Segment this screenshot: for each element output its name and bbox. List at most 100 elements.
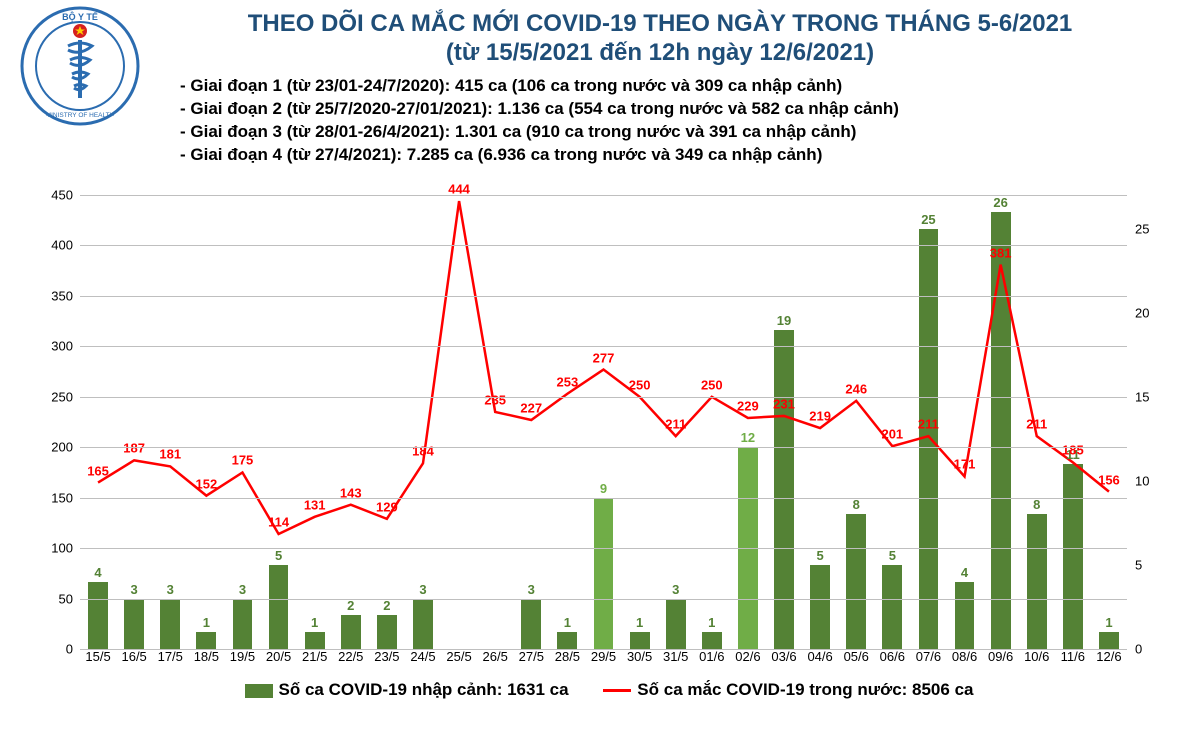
line-value-label: 246 (845, 381, 867, 396)
y-axis-left: 050100150200250300350400450 (45, 195, 77, 649)
line-value-label: 175 (232, 453, 254, 468)
bar-value-label: 1 (203, 615, 210, 630)
line-value-label: 131 (304, 497, 326, 512)
line-value-label: 201 (881, 427, 903, 442)
x-tick: 06/6 (873, 649, 911, 664)
bar-value-label: 3 (131, 582, 138, 597)
bar-value-label: 1 (708, 615, 715, 630)
line-value-label: 211 (1026, 417, 1047, 432)
x-tick: 15/5 (79, 649, 117, 664)
x-tick: 20/5 (260, 649, 298, 664)
x-tick: 22/5 (332, 649, 370, 664)
bar-value-label: 3 (167, 582, 174, 597)
page: BỘ Y TẾ MINISTRY OF HEALTH THEO DÕI CA M… (0, 0, 1200, 754)
bar-value-label: 4 (961, 565, 968, 580)
x-tick: 11/6 (1054, 649, 1092, 664)
legend-bar-swatch (245, 684, 273, 698)
x-tick: 18/5 (187, 649, 225, 664)
x-tick: 19/5 (223, 649, 261, 664)
bar-value-label: 1 (311, 615, 318, 630)
title-line-1: THEO DÕI CA MẮC MỚI COVID-19 THEO NGÀY T… (140, 10, 1180, 39)
bar-value-label: 12 (741, 430, 755, 445)
x-tick: 09/6 (982, 649, 1020, 664)
x-tick: 17/5 (151, 649, 189, 664)
legend-bar-label: Số ca COVID-19 nhập cảnh: 1631 ca (279, 680, 569, 699)
legend-line-label: Số ca mắc COVID-19 trong nước: 8506 ca (637, 680, 973, 699)
x-tick: 28/5 (548, 649, 586, 664)
line-value-label: 184 (412, 444, 434, 459)
x-tick: 31/5 (657, 649, 695, 664)
bar-value-label: 8 (1033, 497, 1040, 512)
line-value-label: 250 (629, 377, 651, 392)
x-tick: 25/5 (440, 649, 478, 664)
phase-1: - Giai đoạn 1 (từ 23/01-24/7/2020): 415 … (180, 75, 1180, 98)
x-tick: 21/5 (296, 649, 334, 664)
bar-value-label: 26 (993, 195, 1007, 210)
x-tick: 30/5 (621, 649, 659, 664)
line-value-label: 129 (376, 499, 398, 514)
bar-value-label: 9 (600, 481, 607, 496)
header: BỘ Y TẾ MINISTRY OF HEALTH THEO DÕI CA M… (0, 0, 1200, 167)
line-value-label: 253 (557, 374, 579, 389)
line-value-label: 187 (123, 441, 145, 456)
line-value-label: 156 (1098, 472, 1120, 487)
title-block: THEO DÕI CA MẮC MỚI COVID-19 THEO NGÀY T… (140, 6, 1180, 167)
bar-value-label: 3 (419, 582, 426, 597)
bar-value-label: 8 (853, 497, 860, 512)
bar-value-label: 2 (383, 598, 390, 613)
y-axis-right: 0510152025 (1131, 195, 1155, 649)
line-value-label: 171 (954, 457, 976, 472)
chart: 050100150200250300350400450 0510152025 4… (45, 195, 1155, 704)
x-tick: 23/5 (368, 649, 406, 664)
bar-value-label: 19 (777, 313, 791, 328)
bar-value-label: 25 (921, 212, 935, 227)
line-layer (80, 195, 1127, 649)
x-tick: 16/5 (115, 649, 153, 664)
bar-value-label: 3 (672, 582, 679, 597)
bar-value-label: 1 (636, 615, 643, 630)
line-value-label: 250 (701, 377, 723, 392)
line-value-label: 277 (593, 350, 615, 365)
line-value-label: 231 (773, 396, 795, 411)
phase-3: - Giai đoạn 3 (từ 28/01-26/4/2021): 1.30… (180, 121, 1180, 144)
line-value-label: 185 (1062, 443, 1084, 458)
legend: Số ca COVID-19 nhập cảnh: 1631 ca Số ca … (45, 680, 1155, 700)
x-tick: 01/6 (693, 649, 731, 664)
svg-text:MINISTRY OF HEALTH: MINISTRY OF HEALTH (46, 112, 115, 119)
x-tick: 12/6 (1090, 649, 1128, 664)
bar-value-label: 5 (816, 548, 823, 563)
ministry-logo: BỘ Y TẾ MINISTRY OF HEALTH (20, 6, 140, 126)
bar-value-label: 3 (239, 582, 246, 597)
line-value-label: 114 (268, 514, 289, 529)
x-tick: 26/5 (476, 649, 514, 664)
x-axis: 15/516/517/518/519/520/521/522/523/524/5… (80, 649, 1127, 669)
bar-value-label: 1 (564, 615, 571, 630)
line-value-label: 235 (484, 392, 506, 407)
line-value-label: 211 (918, 417, 939, 432)
plot-area: 4331351223319131121958525426811116518718… (80, 195, 1127, 649)
line-value-label: 165 (87, 463, 109, 478)
x-tick: 27/5 (512, 649, 550, 664)
bar-value-label: 4 (94, 565, 101, 580)
x-tick: 29/5 (585, 649, 623, 664)
bar-value-label: 2 (347, 598, 354, 613)
phase-4: - Giai đoạn 4 (từ 27/4/2021): 7.285 ca (… (180, 144, 1180, 167)
x-tick: 24/5 (404, 649, 442, 664)
legend-line-swatch (603, 689, 631, 692)
x-tick: 04/6 (801, 649, 839, 664)
svg-text:BỘ Y TẾ: BỘ Y TẾ (62, 11, 98, 22)
bar-value-label: 3 (528, 582, 535, 597)
line-value-label: 227 (520, 400, 542, 415)
phase-2: - Giai đoạn 2 (từ 25/7/2020-27/01/2021):… (180, 98, 1180, 121)
bar-value-label: 5 (275, 548, 282, 563)
line-value-label: 229 (737, 398, 759, 413)
line-value-label: 381 (990, 245, 1012, 260)
x-tick: 03/6 (765, 649, 803, 664)
line-value-label: 219 (809, 409, 831, 424)
x-tick: 08/6 (946, 649, 984, 664)
x-tick: 05/6 (837, 649, 875, 664)
title-line-2: (từ 15/5/2021 đến 12h ngày 12/6/2021) (140, 39, 1180, 67)
line-value-label: 181 (159, 447, 181, 462)
bar-value-label: 1 (1105, 615, 1112, 630)
x-tick: 07/6 (909, 649, 947, 664)
